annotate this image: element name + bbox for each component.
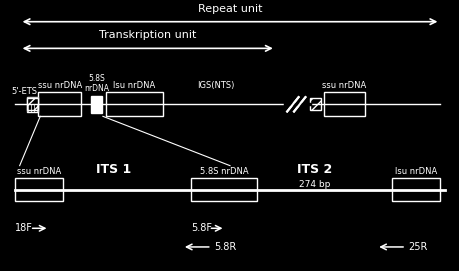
Text: 274 bp: 274 bp bbox=[298, 180, 330, 189]
FancyBboxPatch shape bbox=[309, 98, 320, 110]
Text: 5.8S
nrDNA: 5.8S nrDNA bbox=[84, 74, 109, 93]
Text: ITS 2: ITS 2 bbox=[297, 163, 331, 176]
Text: ssu nrDNA: ssu nrDNA bbox=[17, 167, 61, 176]
FancyBboxPatch shape bbox=[392, 178, 439, 201]
Text: IGS(NTS): IGS(NTS) bbox=[197, 81, 235, 90]
FancyBboxPatch shape bbox=[323, 92, 364, 116]
FancyBboxPatch shape bbox=[27, 97, 38, 112]
Text: lsu nrDNA: lsu nrDNA bbox=[394, 167, 437, 176]
FancyBboxPatch shape bbox=[15, 178, 63, 201]
FancyBboxPatch shape bbox=[191, 178, 257, 201]
Text: 5.8S nrDNA: 5.8S nrDNA bbox=[200, 167, 248, 176]
Text: 18F: 18F bbox=[15, 223, 33, 233]
FancyBboxPatch shape bbox=[91, 96, 102, 113]
Text: ssu nrDNA: ssu nrDNA bbox=[38, 81, 82, 90]
Text: Transkription unit: Transkription unit bbox=[99, 30, 196, 40]
FancyBboxPatch shape bbox=[38, 92, 81, 116]
Text: 25R: 25R bbox=[408, 242, 427, 252]
Text: Repeat unit: Repeat unit bbox=[197, 4, 262, 14]
Text: ssu nrDNA: ssu nrDNA bbox=[321, 81, 366, 90]
Text: lsu nrDNA: lsu nrDNA bbox=[113, 81, 155, 90]
FancyBboxPatch shape bbox=[106, 92, 162, 116]
Text: 5.8F: 5.8F bbox=[191, 223, 212, 233]
Text: 5.8R: 5.8R bbox=[213, 242, 236, 252]
Text: ITS 1: ITS 1 bbox=[95, 163, 131, 176]
FancyBboxPatch shape bbox=[27, 98, 38, 110]
Text: 5'-ETS: 5'-ETS bbox=[11, 87, 37, 96]
